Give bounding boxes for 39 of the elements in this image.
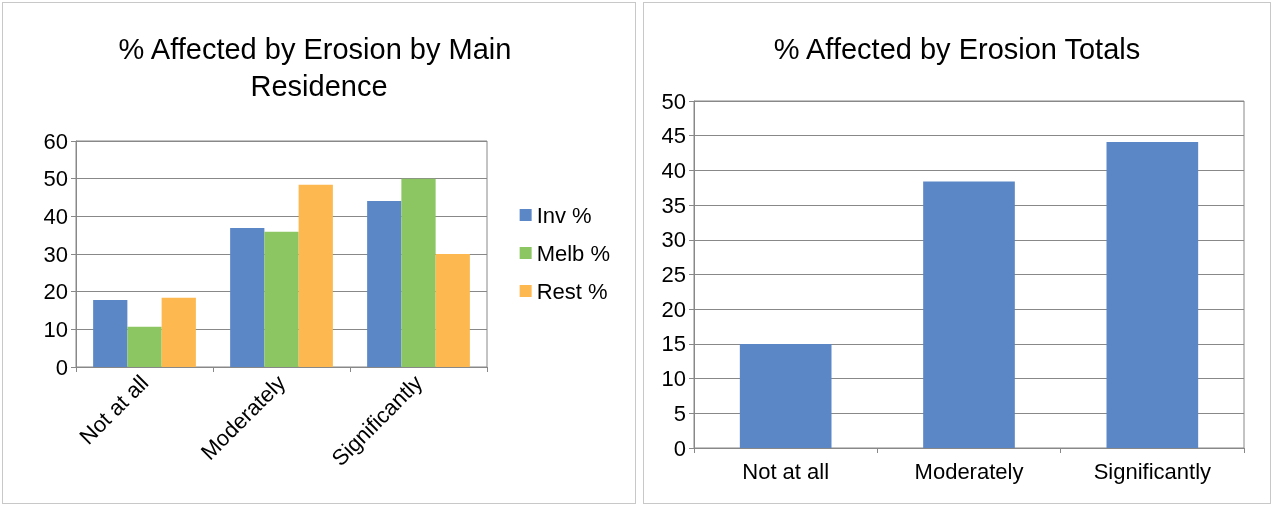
y-tick-label: 60	[43, 128, 68, 154]
chart-title: % Affected by Erosion by Main Residence	[118, 32, 520, 102]
y-tick-label: 30	[43, 241, 68, 267]
x-tick-label: Moderately	[914, 458, 1024, 484]
bar	[161, 297, 196, 367]
x-tick-label: Not at all	[742, 458, 830, 484]
bar	[264, 231, 299, 367]
bar	[230, 228, 265, 367]
y-tick-label: 5	[673, 400, 686, 426]
chart-title: % Affected by Erosion Totals	[773, 32, 1141, 65]
bar	[923, 181, 1015, 448]
y-tick-label: 0	[55, 354, 68, 380]
bar	[435, 254, 470, 367]
y-tick-label: 20	[43, 279, 68, 305]
y-tick-label: 50	[661, 88, 686, 114]
bar	[401, 178, 436, 367]
legend-label: Inv %	[536, 202, 592, 228]
y-tick-label: 30	[661, 227, 686, 253]
y-tick-label: 20	[661, 296, 686, 322]
bar	[93, 299, 128, 367]
y-tick-label: 0	[673, 435, 686, 461]
x-tick-label: Not at all	[74, 370, 154, 450]
y-tick-label: 10	[661, 366, 686, 392]
y-tick-label: 40	[661, 157, 686, 183]
y-tick-label: 35	[661, 192, 686, 218]
legend-label: Melb %	[536, 240, 610, 266]
y-tick-label: 15	[661, 331, 686, 357]
bar	[127, 326, 162, 367]
y-tick-label: 50	[43, 166, 68, 192]
y-tick-label: 10	[43, 316, 68, 342]
bar	[739, 343, 832, 448]
bar	[1106, 141, 1199, 448]
bar	[298, 184, 333, 367]
legend-label: Rest %	[536, 278, 608, 304]
y-tick-label: 40	[43, 203, 68, 229]
y-tick-label: 45	[661, 123, 686, 149]
bar	[367, 200, 402, 367]
x-tick-label: Significantly	[1093, 458, 1212, 484]
y-tick-label: 25	[661, 262, 686, 287]
